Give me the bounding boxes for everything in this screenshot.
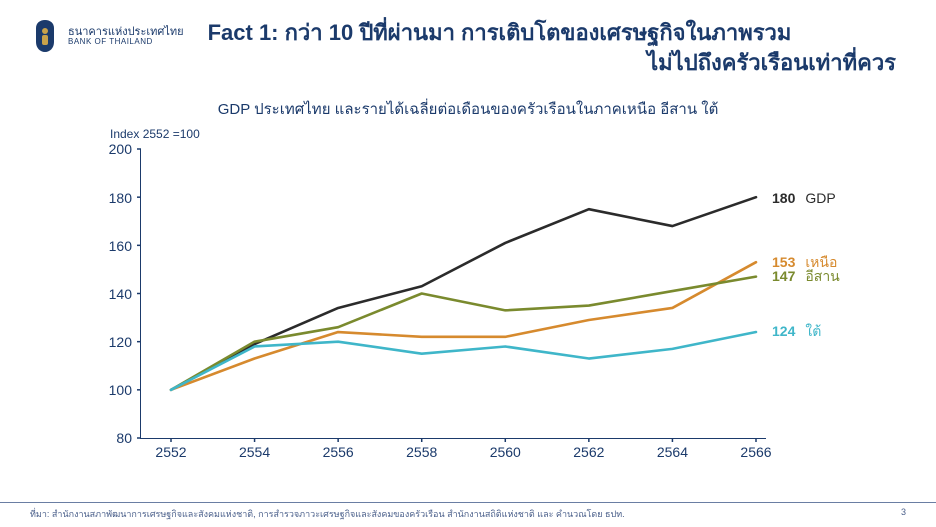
slide-header: ธนาคารแห่งประเทศไทย BANK OF THAILAND Fac… [0,0,936,77]
end-label-isan: 147อีสาน [772,266,840,288]
y-tick: 100 [96,382,132,398]
y-tick: 200 [96,141,132,157]
end-label-south: 124ใต้ [772,321,821,343]
x-tick: 2564 [657,444,688,460]
logo-english-text: BANK OF THAILAND [68,38,184,47]
page-number: 3 [901,507,906,521]
source-text: ที่มา: สำนักงานสภาพัฒนาการเศรษฐกิจและสัง… [30,507,625,521]
y-tick: 160 [96,238,132,254]
end-label-gdp: 180GDP [772,190,836,206]
index-label: Index 2552 =100 [110,127,200,141]
chart-area: Index 2552 =100 255225542556255825602562… [100,129,876,469]
plot-area: 25522554255625582560256225642566180GDP15… [140,149,766,439]
x-tick: 2552 [155,444,186,460]
bot-logo-icon [30,18,60,54]
y-tick: 120 [96,334,132,350]
title-line-2: ไม่ไปถึงครัวเรือนเท่าที่ควร [208,48,906,78]
x-tick: 2556 [323,444,354,460]
logo-thai-text: ธนาคารแห่งประเทศไทย [68,26,184,38]
y-tick: 140 [96,286,132,302]
x-tick: 2566 [740,444,771,460]
x-tick: 2560 [490,444,521,460]
series-gdp [171,198,756,391]
footer: ที่มา: สำนักงานสภาพัฒนาการเศรษฐกิจและสัง… [0,502,936,521]
series-isan [171,277,756,390]
title-line-1: Fact 1: กว่า 10 ปีที่ผ่านมา การเติบโตของ… [208,18,906,48]
series-north [171,263,756,391]
chart-subtitle: GDP ประเทศไทย และรายได้เฉลี่ยต่อเดือนของ… [0,97,936,121]
y-tick: 80 [96,430,132,446]
y-tick: 180 [96,190,132,206]
x-tick: 2558 [406,444,437,460]
logo-block: ธนาคารแห่งประเทศไทย BANK OF THAILAND [30,18,184,54]
chart-svg [141,149,766,438]
title-block: Fact 1: กว่า 10 ปีที่ผ่านมา การเติบโตของ… [208,18,906,77]
x-tick: 2562 [573,444,604,460]
x-tick: 2554 [239,444,270,460]
